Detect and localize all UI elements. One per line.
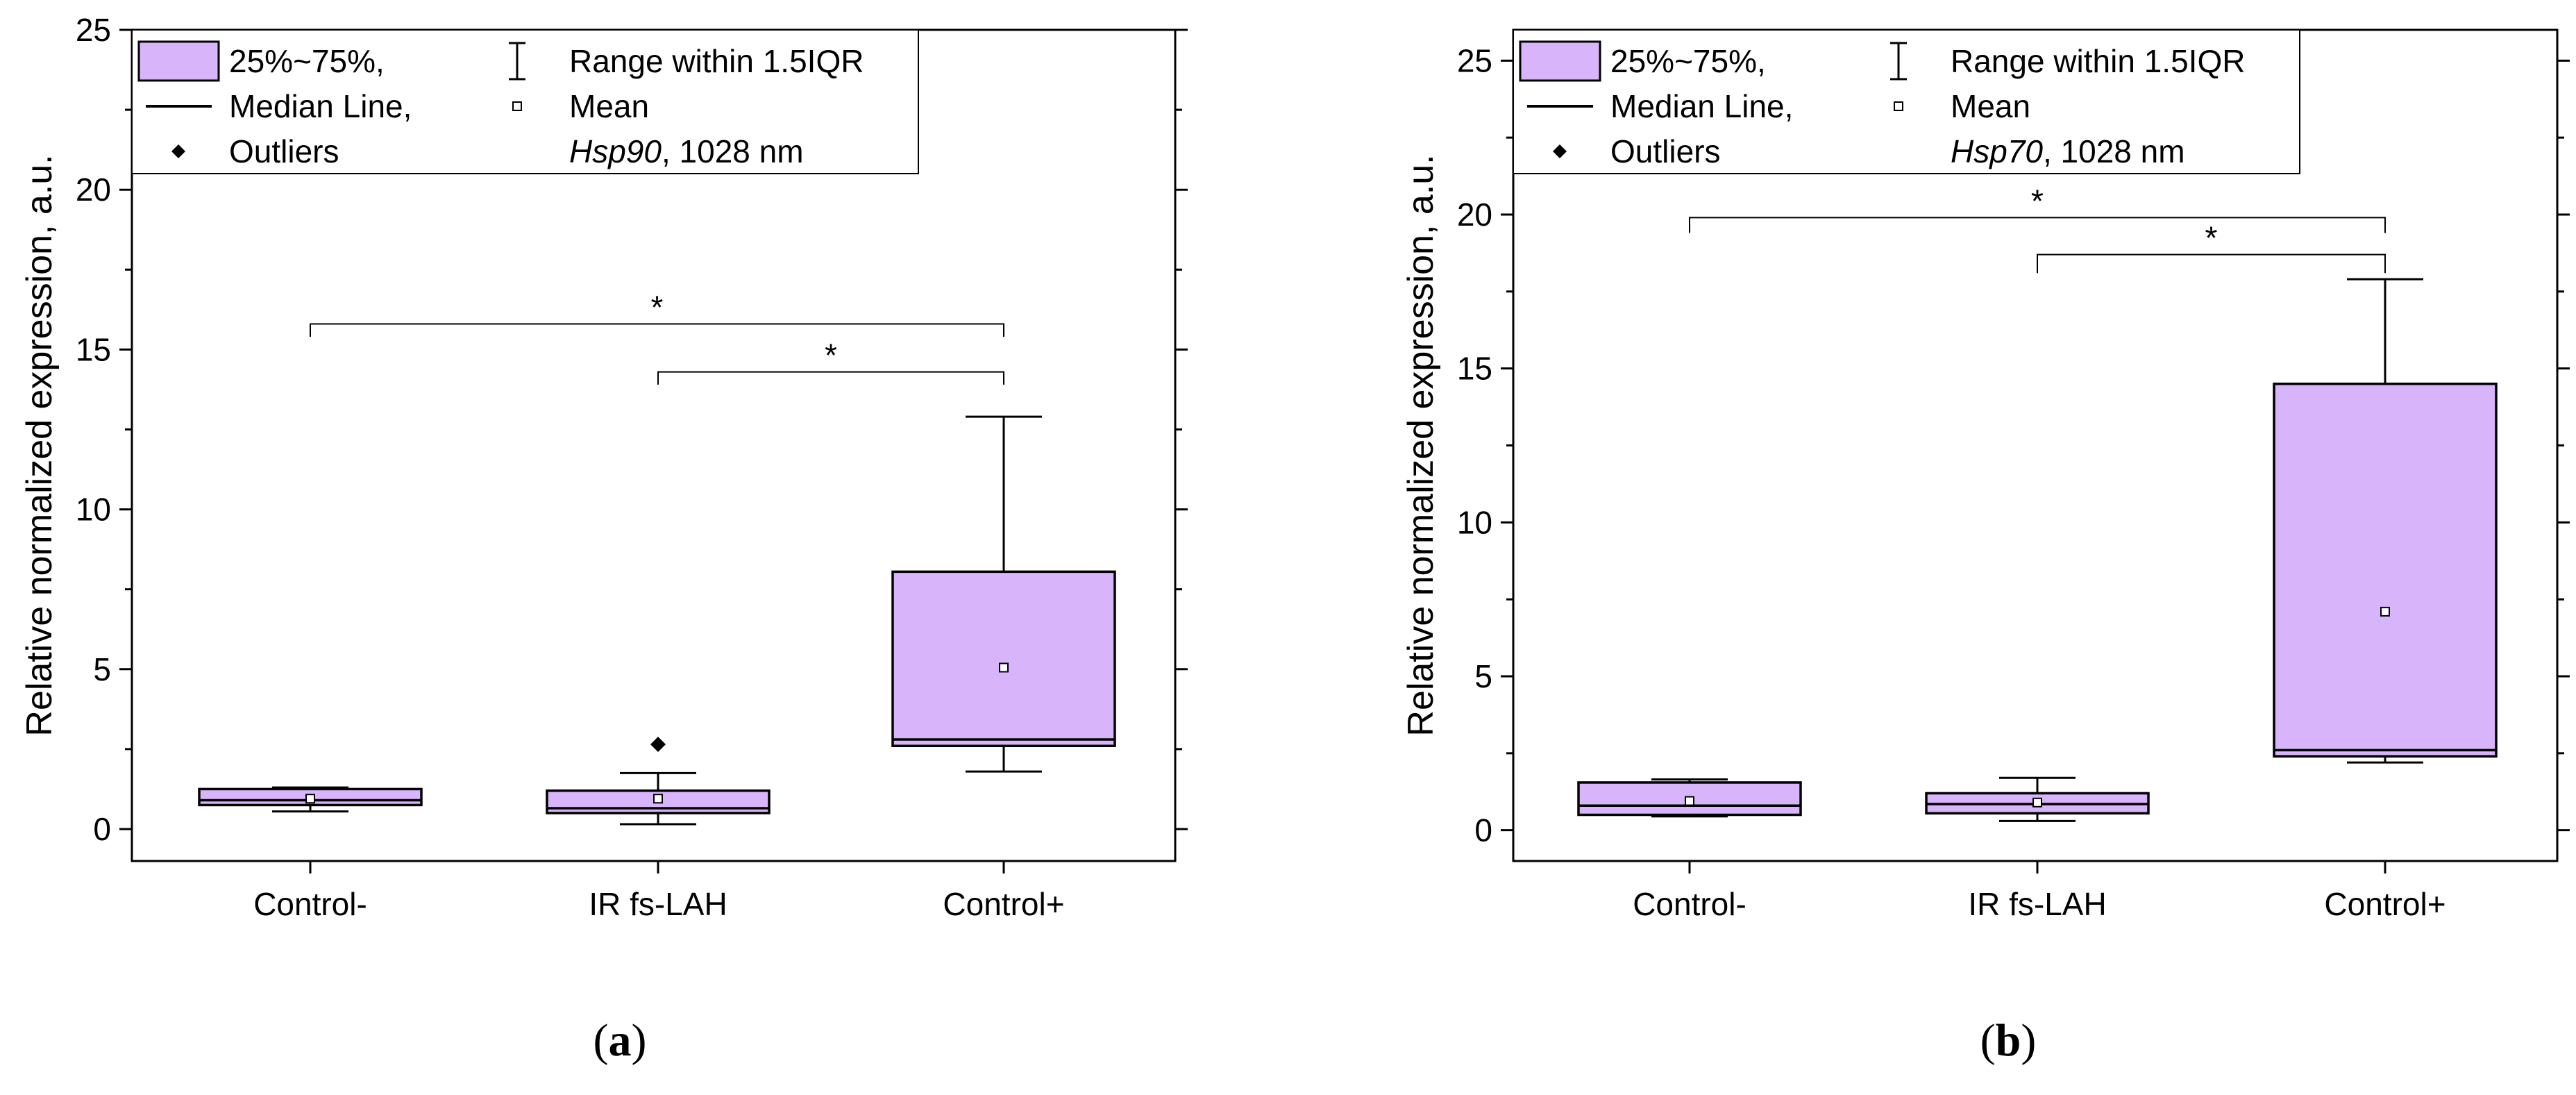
legend: 25%~75%, Median Line, Outliers Range within… — [131, 29, 919, 174]
legend-frame — [1513, 29, 2300, 174]
panel-label-close: ) — [632, 1015, 647, 1066]
x-tick-label: Control+ — [943, 886, 1064, 922]
panel-label-letter: b — [1996, 1015, 2021, 1066]
panel-label-close: ) — [2021, 1015, 2036, 1066]
legend-box-label: 25%~75%, — [1610, 43, 1766, 79]
mean-marker — [999, 662, 1009, 673]
x-tick-label: IR fs-LAH — [1968, 886, 2106, 922]
legend-box-swatch — [1519, 40, 1601, 82]
legend-outlier-swatch — [1553, 144, 1567, 158]
y-tick-label: 10 — [76, 492, 111, 528]
y-axis-label: Relative normalized expression, a.u. — [1401, 154, 1441, 736]
y-tick-label: 10 — [1457, 504, 1492, 540]
significance-bracket: * — [310, 290, 1004, 337]
y-tick-label: 0 — [93, 811, 111, 847]
legend-range-label: Range within 1.5IQR — [1951, 43, 2245, 79]
legend-gene-label: Hsp90, 1028 nm — [569, 133, 804, 169]
mean-marker — [2380, 606, 2390, 617]
outlier-marker — [650, 736, 666, 752]
bracket-line — [2037, 253, 2386, 274]
significance-bracket: * — [1689, 183, 2386, 233]
panel-label: (a) — [594, 1015, 647, 1066]
x-tick-label: Control- — [253, 886, 367, 922]
significance-star: * — [2205, 220, 2218, 256]
iqr-box — [2273, 383, 2498, 758]
legend-mean-label: Mean — [1951, 88, 2030, 124]
legend-frame — [131, 29, 919, 174]
mean-marker — [2032, 797, 2042, 808]
legend-box-swatch — [137, 40, 220, 82]
legend-median-label: Median Line, — [1610, 88, 1793, 124]
box-1 — [1925, 776, 2150, 822]
legend-outlier-swatch — [171, 144, 185, 158]
iqr-box — [891, 570, 1116, 748]
bracket-line — [657, 371, 1004, 385]
bracket-line — [310, 323, 1004, 337]
box-2 — [2273, 278, 2498, 764]
significance-bracket: * — [657, 337, 1004, 385]
y-tick-label: 15 — [76, 331, 111, 367]
y-tick-label: 25 — [76, 12, 111, 48]
box-0 — [1577, 778, 1802, 818]
legend-outliers-label: Outliers — [229, 133, 339, 169]
y-tick-label: 25 — [1457, 42, 1492, 78]
x-tick-label: IR fs-LAH — [589, 886, 727, 922]
mean-marker — [653, 794, 663, 804]
bracket-line — [1689, 217, 2386, 233]
chart-panel-b: 0 5 10 15 20 25 Control- IR fs-LAH Control+ Relat… — [1401, 28, 2570, 1066]
legend-gene-suffix: , 1028 nm — [2043, 133, 2185, 169]
legend-median-label: Median Line, — [229, 88, 412, 124]
box-2 — [891, 415, 1116, 773]
legend: 25%~75%, Median Line, Outliers Range within… — [1513, 29, 2300, 174]
significance-star: * — [825, 337, 837, 374]
mean-marker — [305, 794, 315, 804]
legend-box-label: 25%~75%, — [229, 43, 385, 79]
panel-label-open: ( — [594, 1015, 609, 1066]
x-tick-label: Control- — [1633, 886, 1746, 922]
panel-label-letter: a — [609, 1015, 632, 1066]
significance-bracket: * — [2037, 220, 2386, 274]
y-tick-label: 20 — [1457, 197, 1492, 233]
y-tick-label: 20 — [76, 172, 111, 208]
significance-star: * — [2031, 183, 2044, 219]
y-tick-label: 5 — [93, 651, 111, 687]
panel-label-open: ( — [1980, 1015, 1996, 1066]
chart-panel-a: 0 5 10 15 20 25 Control- IR fs-LAH Control+ Relat… — [19, 12, 1188, 1066]
legend-mean-label: Mean — [569, 88, 649, 124]
legend-mean-swatch — [512, 101, 522, 111]
legend-range-label: Range within 1.5IQR — [569, 43, 864, 79]
legend-gene-suffix: , 1028 nm — [662, 133, 804, 169]
significance-star: * — [651, 290, 664, 326]
legend-gene-name: Hsp70 — [1951, 133, 2043, 169]
y-tick-label: 15 — [1457, 351, 1492, 387]
panel-label: (b) — [1980, 1015, 2037, 1066]
y-axis-label: Relative normalized expression, a.u. — [19, 154, 60, 736]
mean-marker — [1685, 796, 1694, 806]
x-tick-label: Control+ — [2324, 886, 2445, 922]
legend-gene-label: Hsp70, 1028 nm — [1951, 133, 2185, 169]
y-tick-label: 5 — [1474, 658, 1492, 694]
legend-outliers-label: Outliers — [1610, 133, 1720, 169]
box-0 — [198, 786, 423, 813]
y-tick-label: 0 — [1474, 812, 1492, 849]
legend-mean-swatch — [1894, 101, 1903, 111]
legend-gene-name: Hsp90 — [569, 133, 662, 169]
box-1 — [546, 736, 771, 826]
